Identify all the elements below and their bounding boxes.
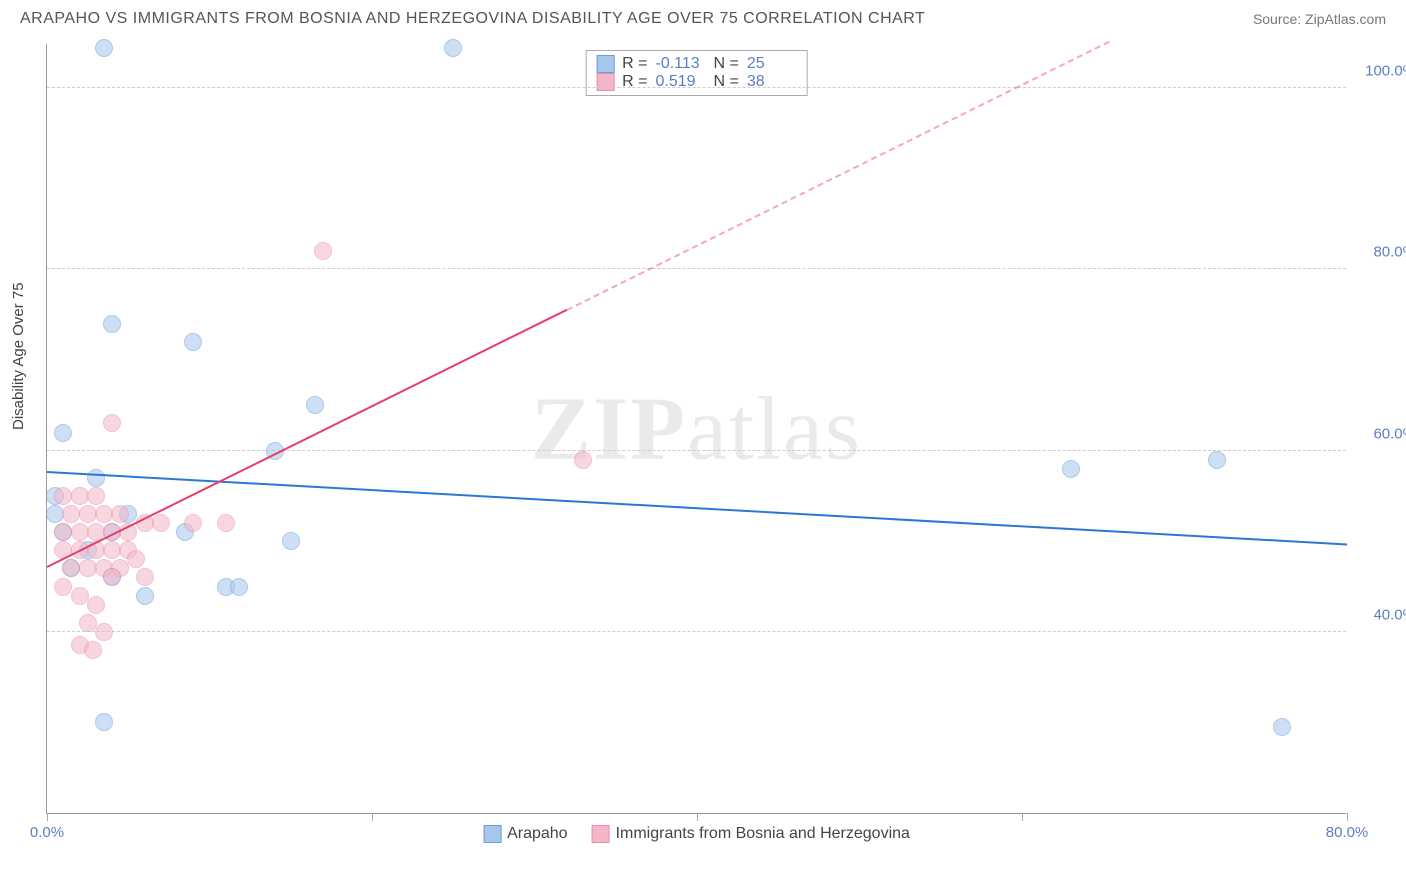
data-point: [103, 315, 121, 333]
data-point: [184, 333, 202, 351]
data-point: [282, 532, 300, 550]
gridline-h: [47, 450, 1346, 451]
trend-line: [47, 471, 1347, 545]
data-point: [136, 568, 154, 586]
x-tick: [47, 813, 48, 821]
data-point: [1273, 718, 1291, 736]
data-point: [136, 587, 154, 605]
data-point: [95, 39, 113, 57]
data-point: [54, 578, 72, 596]
y-tick-label: 40.0%: [1356, 606, 1406, 623]
trend-line: [47, 309, 568, 568]
data-point: [184, 514, 202, 532]
data-point: [103, 414, 121, 432]
gridline-h: [47, 268, 1346, 269]
y-tick-label: 100.0%: [1356, 63, 1406, 80]
data-point: [103, 568, 121, 586]
data-point: [444, 39, 462, 57]
data-point: [314, 242, 332, 260]
legend-label: Arapaho: [507, 825, 568, 843]
legend-label: Immigrants from Bosnia and Herzegovina: [616, 825, 910, 843]
data-point: [54, 424, 72, 442]
data-point: [87, 487, 105, 505]
gridline-h: [47, 631, 1346, 632]
y-tick-label: 60.0%: [1356, 425, 1406, 442]
legend-row: R = 0.519 N = 38: [596, 73, 797, 91]
legend-swatch: [596, 55, 614, 73]
legend-row: R = -0.113 N = 25: [596, 55, 797, 73]
series-legend: Arapaho Immigrants from Bosnia and Herzeg…: [483, 825, 910, 843]
data-point: [87, 469, 105, 487]
data-point: [306, 396, 324, 414]
gridline-h: [47, 87, 1346, 88]
y-axis-label: Disability Age Over 75: [10, 282, 27, 430]
legend-swatch: [592, 825, 610, 843]
data-point: [1062, 460, 1080, 478]
x-tick: [1022, 813, 1023, 821]
data-point: [574, 451, 592, 469]
data-point: [230, 578, 248, 596]
legend-swatch: [483, 825, 501, 843]
stat-r-value: -0.113: [656, 55, 706, 73]
stat-r-value: 0.519: [656, 73, 706, 91]
data-point: [111, 505, 129, 523]
data-point: [127, 550, 145, 568]
stat-n-label: N =: [714, 55, 739, 73]
data-point: [87, 596, 105, 614]
x-tick: [1347, 813, 1348, 821]
data-point: [95, 713, 113, 731]
chart-title: ARAPAHO VS IMMIGRANTS FROM BOSNIA AND HE…: [20, 10, 925, 28]
data-point: [95, 623, 113, 641]
data-point: [152, 514, 170, 532]
x-tick-label: 0.0%: [30, 824, 64, 841]
stat-n-value: 25: [747, 55, 797, 73]
data-point: [79, 614, 97, 632]
data-point: [1208, 451, 1226, 469]
stat-n-label: N =: [714, 73, 739, 91]
stat-r-label: R =: [622, 55, 647, 73]
legend-item: Immigrants from Bosnia and Herzegovina: [592, 825, 910, 843]
x-tick: [372, 813, 373, 821]
data-point: [217, 514, 235, 532]
legend-item: Arapaho: [483, 825, 568, 843]
watermark-bold: ZIP: [531, 379, 687, 478]
stat-r-label: R =: [622, 73, 647, 91]
correlation-legend: R = -0.113 N = 25 R = 0.519 N = 38: [585, 50, 808, 96]
x-tick: [697, 813, 698, 821]
x-tick-label: 80.0%: [1326, 824, 1369, 841]
legend-swatch: [596, 73, 614, 91]
chart-plot-area: ZIPatlas R =-0.113N =25R =0.519N =38 Ara…: [46, 44, 1346, 814]
data-point: [84, 641, 102, 659]
y-tick-label: 80.0%: [1356, 244, 1406, 261]
source-label: Source: ZipAtlas.com: [1253, 11, 1386, 27]
stat-n-value: 38: [747, 73, 797, 91]
data-point: [71, 587, 89, 605]
watermark-light: atlas: [687, 379, 862, 478]
